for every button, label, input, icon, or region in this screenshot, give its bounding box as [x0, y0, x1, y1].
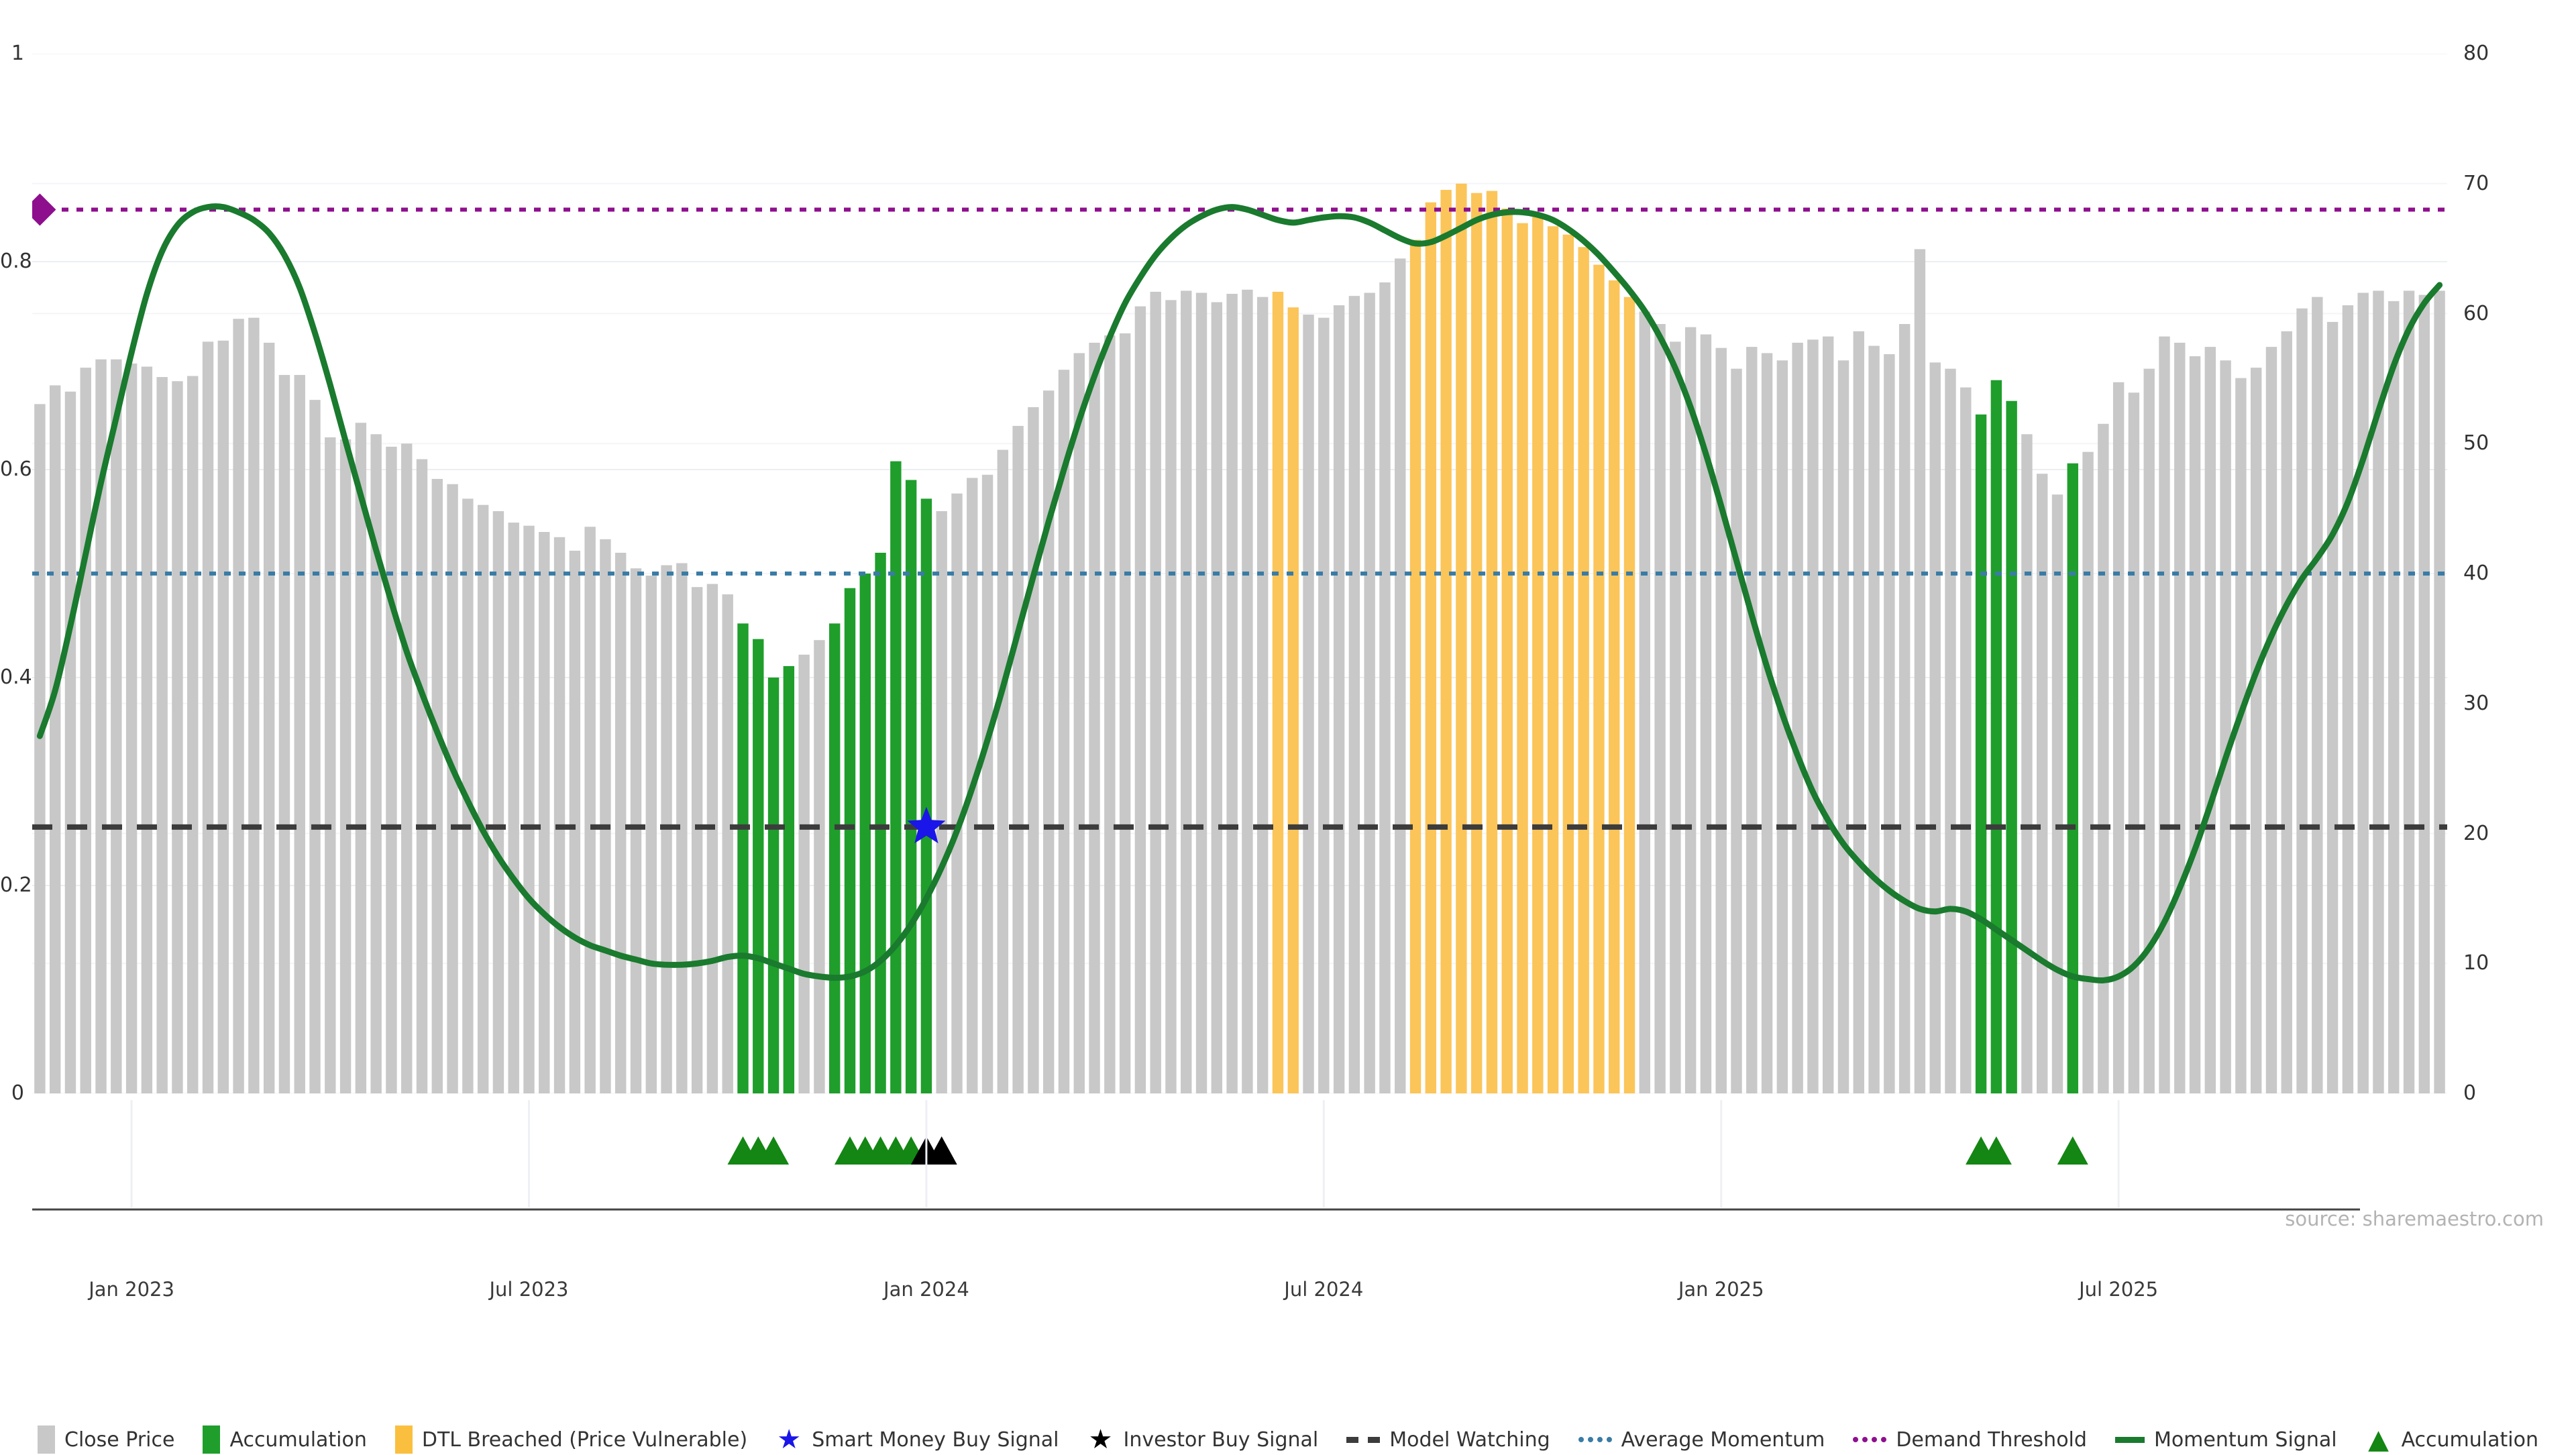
y-left-tick-0: 0	[11, 1081, 24, 1105]
x-tick-5: Jul 2025	[2079, 1278, 2159, 1301]
y-left-tick-1: 0.2	[0, 873, 32, 897]
legend-item-7[interactable]: Demand Threshold	[1853, 1428, 2087, 1452]
legend-label: Average Momentum	[1621, 1427, 1825, 1452]
y-right-tick-6: 60	[2463, 301, 2489, 325]
x-tick-0: Jan 2023	[89, 1278, 174, 1301]
legend-label: Close Price	[64, 1427, 175, 1452]
dotted-line-icon	[1853, 1437, 1887, 1442]
legend-item-0[interactable]: Close Price	[38, 1425, 174, 1454]
plot-area	[32, 54, 2447, 1093]
y-right-tick-2: 20	[2463, 821, 2489, 845]
accumulation-triangle-marker	[1980, 1136, 2012, 1165]
close-price-bars	[34, 183, 2445, 1093]
y-right-tick-4: 40	[2463, 561, 2489, 585]
y-right-tick-1: 10	[2463, 951, 2489, 975]
source-note: source: sharemaestro.com	[2285, 1207, 2544, 1230]
legend-label: Demand Threshold	[1896, 1427, 2087, 1452]
y-left-tick-2: 0.4	[0, 665, 32, 689]
smart-money-buy-star-marker	[907, 806, 946, 844]
dashed-line-icon	[1346, 1436, 1381, 1443]
legend-item-8[interactable]: Momentum Signal	[2114, 1427, 2337, 1452]
legend-item-9[interactable]: ▲ Accumulation	[2365, 1426, 2538, 1453]
momentum-signal-line	[36, 203, 2443, 984]
x-tick-3: Jul 2024	[1284, 1278, 1364, 1301]
x-tick-1: Jul 2023	[489, 1278, 569, 1301]
legend-item-2[interactable]: DTL Breached (Price Vulnerable)	[394, 1425, 748, 1454]
blue-star-icon: ★	[777, 1424, 802, 1455]
x-tick-2: Jan 2024	[883, 1278, 969, 1301]
solid-line-icon	[2114, 1436, 2145, 1443]
legend-item-3[interactable]: ★ Smart Money Buy Signal	[775, 1426, 1059, 1453]
black-star-icon: ★	[1088, 1424, 1113, 1455]
green-square-icon	[203, 1425, 221, 1454]
y-right-tick-5: 50	[2463, 431, 2489, 455]
green-triangle-icon: ▲	[2368, 1424, 2389, 1455]
x-tick-4: Jan 2025	[1678, 1278, 1764, 1301]
legend-label: Momentum Signal	[2153, 1427, 2337, 1452]
y-left-tick-4: 0.8	[0, 250, 32, 273]
legend-label: Accumulation	[229, 1427, 367, 1452]
gray-square-icon	[38, 1425, 55, 1454]
legend-label: Model Watching	[1389, 1427, 1550, 1452]
dotted-line-icon	[1578, 1437, 1612, 1442]
legend-item-1[interactable]: Accumulation	[203, 1425, 367, 1454]
y-right-tick-8: 80	[2463, 42, 2489, 65]
accumulation-triangle-marker	[758, 1136, 790, 1165]
demand-threshold-diamond-marker	[32, 193, 56, 226]
legend-label: Investor Buy Signal	[1123, 1427, 1319, 1452]
chart-legend: Close Price Accumulation DTL Breached (Pri…	[0, 1425, 2576, 1454]
y-left-tick-5: 1	[11, 42, 24, 65]
orange-square-icon	[394, 1425, 413, 1454]
investor-buy-triangle-marker	[926, 1136, 957, 1165]
legend-item-5[interactable]: Model Watching	[1346, 1428, 1550, 1452]
y-left-tick-3: 0.6	[0, 457, 32, 481]
plot-svg	[32, 54, 2447, 1093]
legend-label: Accumulation	[2401, 1427, 2538, 1452]
y-right-tick-3: 30	[2463, 691, 2489, 715]
marker-svg	[32, 1100, 2360, 1211]
legend-label: DTL Breached (Price Vulnerable)	[421, 1427, 748, 1452]
accumulation-triangle-marker	[2057, 1136, 2088, 1165]
legend-label: Smart Money Buy Signal	[812, 1427, 1059, 1452]
signal-marker-band	[32, 1100, 2447, 1221]
legend-item-4[interactable]: ★ Investor Buy Signal	[1087, 1426, 1319, 1453]
legend-item-6[interactable]: Average Momentum	[1578, 1428, 1825, 1452]
y-right-tick-7: 70	[2463, 171, 2489, 195]
y-right-tick-0: 0	[2463, 1081, 2477, 1105]
